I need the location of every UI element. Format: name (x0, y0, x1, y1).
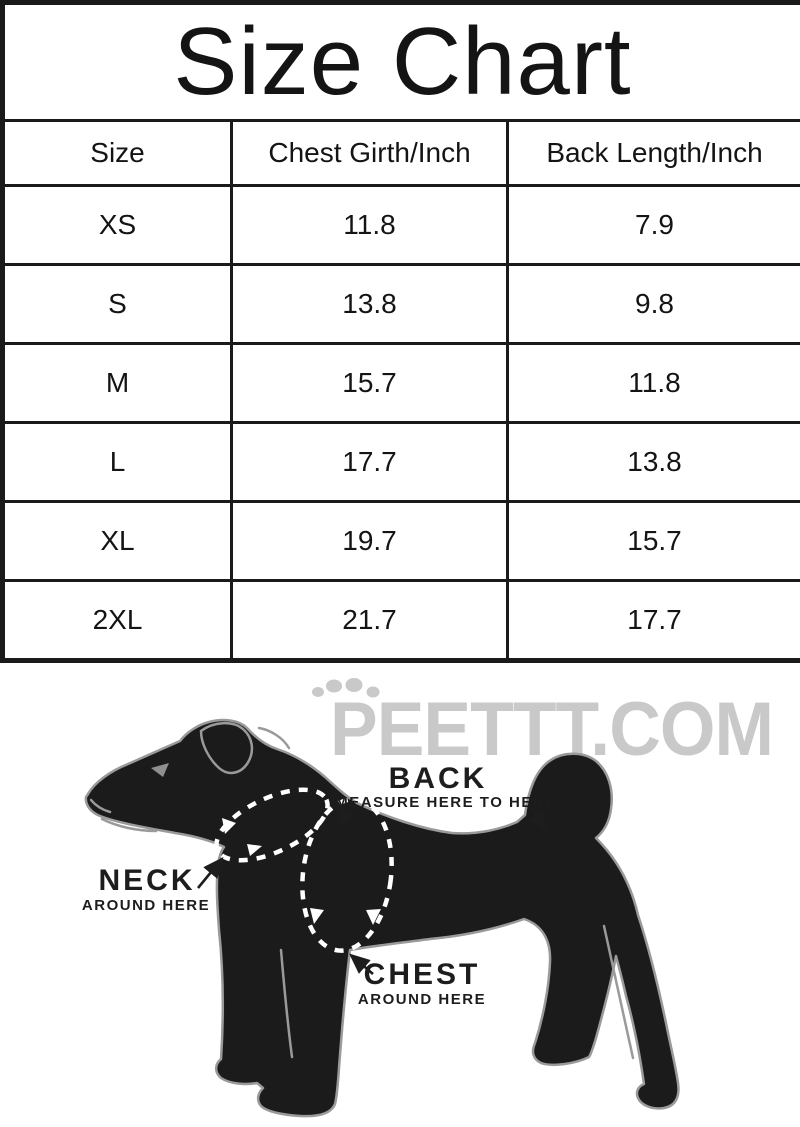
back-cell: 15.7 (506, 500, 800, 582)
dog-measurement-diagram: BACK MEASURE HERE TO HERE NECK AROUND HE… (82, 678, 680, 1118)
table-row: 2XL 21.7 17.7 (1, 579, 800, 662)
back-cell: 11.8 (506, 342, 800, 424)
table-row: S 13.8 9.8 (1, 263, 800, 345)
size-cell: S (1, 263, 233, 345)
back-label: BACK (389, 762, 488, 795)
column-header-size: Size (1, 119, 233, 187)
chest-cell: 13.8 (230, 263, 509, 345)
dog-detail-lines (89, 722, 635, 1060)
header-row: Size Chest Girth/Inch Back Length/Inch (1, 119, 800, 187)
chest-cell: 21.7 (230, 579, 509, 662)
table-row: XL 19.7 15.7 (1, 500, 800, 582)
chest-cell: 15.7 (230, 342, 509, 424)
neck-arrow (196, 856, 224, 889)
table-row: L 17.7 13.8 (1, 421, 800, 503)
table-row: M 15.7 11.8 (1, 342, 800, 424)
back-instruction: MEASURE HERE TO HERE (335, 794, 556, 811)
page-title: Size Chart (1, 1, 800, 122)
neck-instruction: AROUND HERE (82, 897, 210, 914)
size-cell: 2XL (1, 579, 233, 662)
chest-instruction: AROUND HERE (358, 991, 486, 1008)
chest-cell: 19.7 (230, 500, 509, 582)
chest-label: CHEST (364, 958, 481, 991)
measure-arrowheads (222, 818, 381, 925)
title-row: Size Chart (1, 1, 800, 122)
back-left-arrow (338, 805, 356, 829)
table-row: XS 11.8 7.9 (1, 184, 800, 266)
size-chart-table: Size Chart Size Chest Girth/Inch Back Le… (0, 0, 800, 663)
size-cell: XS (1, 184, 233, 266)
chest-cell: 17.7 (230, 421, 509, 503)
chest-arrow (349, 953, 374, 975)
back-cell: 9.8 (506, 263, 800, 345)
neck-label: NECK (98, 864, 195, 897)
chest-cell: 11.8 (230, 184, 509, 266)
paw-print-icon (312, 678, 380, 698)
back-cell: 17.7 (506, 579, 800, 662)
chest-measure-ellipse (300, 797, 394, 953)
column-header-back: Back Length/Inch (506, 119, 800, 187)
size-cell: M (1, 342, 233, 424)
column-header-chest: Chest Girth/Inch (230, 119, 509, 187)
size-cell: L (1, 421, 233, 503)
back-right-arrow (527, 807, 548, 832)
back-cell: 13.8 (506, 421, 800, 503)
watermark-text: PEETTT.COM (330, 687, 774, 772)
label-arrows (196, 805, 548, 975)
size-cell: XL (1, 500, 233, 582)
dog-eye (151, 763, 169, 777)
back-cell: 7.9 (506, 184, 800, 266)
